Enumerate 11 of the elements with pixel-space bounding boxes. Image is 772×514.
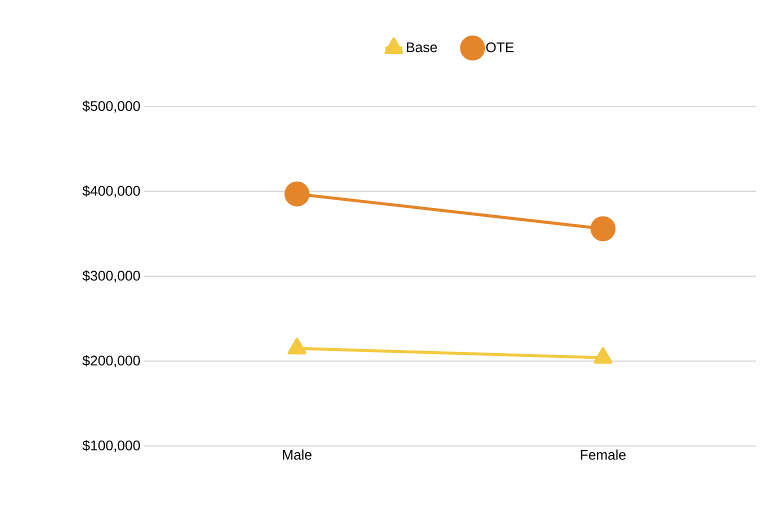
x-tick-label: Female [580, 450, 626, 460]
point [590, 216, 616, 242]
legend-label: OTE [486, 42, 514, 52]
y-tick-label: $100,000 [82, 440, 140, 452]
legend-label: Base [406, 42, 437, 52]
point [284, 181, 310, 206]
y-tick-label: $400,000 [82, 185, 140, 198]
y-tick-label: $200,000 [82, 355, 140, 368]
x-tick-label: Male [283, 450, 312, 460]
y-tick-label: $500,000 [82, 100, 140, 113]
y-tick-label: $300,000 [82, 270, 140, 282]
